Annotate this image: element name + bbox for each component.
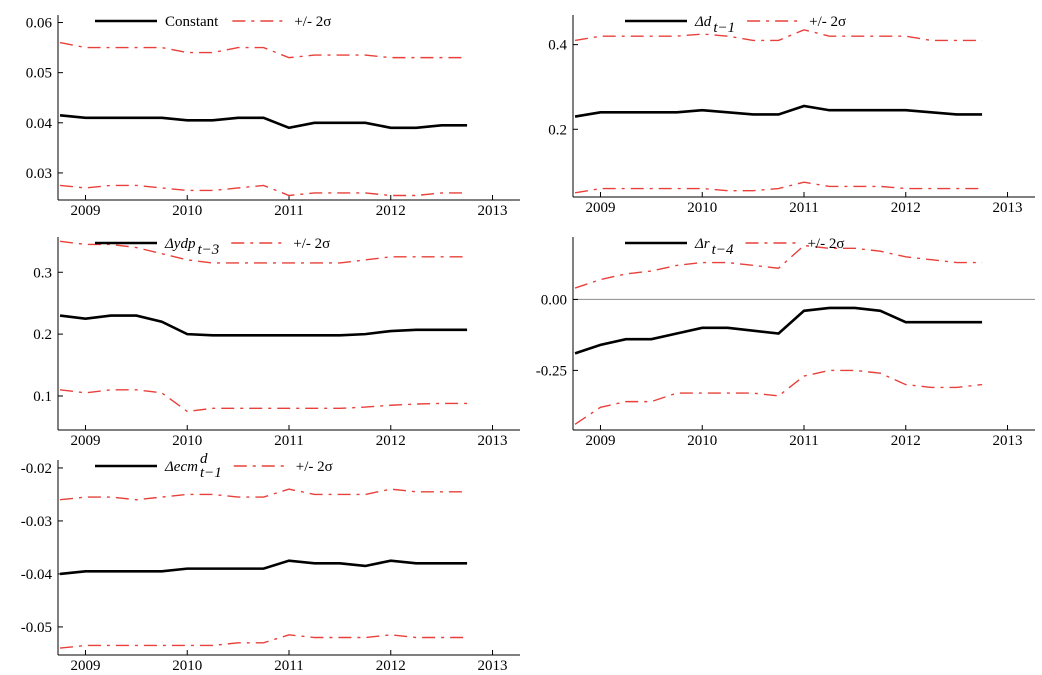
x-tick-label: 2010 [172, 203, 202, 219]
band-line [59, 184, 468, 197]
x-tick-label: 2011 [789, 200, 818, 216]
series-line [59, 314, 468, 337]
x-tick-label: 2011 [274, 433, 303, 449]
band-line [59, 41, 468, 59]
band-line [59, 240, 468, 264]
x-tick-label: 2010 [687, 433, 717, 449]
x-tick-label: 2009 [70, 433, 100, 449]
legend-label: Δydp [164, 236, 196, 252]
y-tick-label: 0.1 [33, 389, 52, 405]
y-tick-label: -0.02 [21, 461, 52, 477]
y-tick-label: -0.25 [536, 363, 567, 379]
band-line [59, 389, 468, 413]
x-tick-label: 2011 [274, 658, 303, 674]
x-tick-label: 2011 [274, 203, 303, 219]
panel: 2009 2010 2011 2012 2013 0.1 0.2 0.3 Δydp t−3 +/- … [33, 236, 520, 449]
legend-label: +/- 2σ [809, 14, 846, 30]
x-tick-label: 2012 [891, 200, 921, 216]
y-tick-label: 0.05 [26, 66, 52, 82]
series-line [59, 559, 468, 576]
legend-label: Constant [165, 14, 219, 30]
legend-label: +/- 2σ [293, 236, 330, 252]
y-tick-label: 0.06 [26, 16, 53, 32]
band-line [574, 244, 983, 289]
series-line [574, 104, 983, 118]
band-line [574, 369, 983, 425]
legend-superscript: d [200, 451, 208, 467]
panel: 2009 2010 2011 2012 2013 0.03 0.04 0.05 0.06 Cons… [26, 14, 520, 219]
y-tick-label: -0.05 [21, 620, 52, 636]
series-line [59, 113, 468, 130]
series-line [574, 306, 983, 355]
x-tick-label: 2010 [172, 658, 202, 674]
panel: 2009 2010 2011 2012 2013 -0.02 -0.03 -0.04 -0.05… [21, 451, 520, 674]
y-tick-label: 0.4 [548, 38, 567, 54]
y-tick-label: 0.3 [33, 265, 52, 281]
band-line [574, 181, 983, 194]
x-tick-label: 2012 [376, 658, 406, 674]
x-tick-label: 2012 [891, 433, 921, 449]
band-line [574, 29, 983, 42]
panel: 2009 2010 2011 2012 2013 0.2 0.4 Δd t−1 +/- 2σ [548, 14, 1035, 216]
y-tick-label: -0.03 [21, 514, 52, 530]
legend-subscript: t−3 [197, 242, 219, 258]
legend-label: Δr [694, 236, 710, 252]
legend-label: +/- 2σ [807, 236, 844, 252]
legend-label: +/- 2σ [296, 459, 333, 475]
y-tick-label: 0.2 [33, 327, 52, 343]
y-tick-label: -0.04 [21, 567, 53, 583]
x-tick-label: 2012 [376, 203, 406, 219]
x-tick-label: 2009 [585, 433, 615, 449]
x-tick-label: 2013 [478, 433, 508, 449]
x-tick-label: 2013 [993, 433, 1023, 449]
x-tick-label: 2010 [172, 433, 202, 449]
legend-label: Δd [694, 14, 712, 30]
legend-label: Δecm [164, 459, 198, 475]
y-tick-label: 0.00 [541, 292, 567, 308]
x-tick-label: 2013 [478, 203, 508, 219]
legend-subscript: t−1 [200, 465, 222, 481]
band-line [59, 634, 468, 649]
legend-subscript: t−1 [713, 20, 735, 36]
x-tick-label: 2009 [70, 658, 100, 674]
band-line [59, 488, 468, 501]
legend-label: +/- 2σ [294, 14, 331, 30]
x-tick-label: 2013 [478, 658, 508, 674]
y-tick-label: 0.04 [26, 116, 53, 132]
y-tick-label: 0.03 [26, 166, 52, 182]
panel: 2009 2010 2011 2012 2013 0.00 -0.25 Δr t−4 +/- 2σ [536, 236, 1035, 449]
x-tick-label: 2013 [993, 200, 1023, 216]
x-tick-label: 2009 [70, 203, 100, 219]
x-tick-label: 2010 [687, 200, 717, 216]
legend-subscript: t−4 [712, 242, 734, 258]
x-tick-label: 2012 [376, 433, 406, 449]
x-tick-label: 2009 [585, 200, 615, 216]
y-tick-label: 0.2 [548, 122, 567, 138]
x-tick-label: 2011 [789, 433, 818, 449]
